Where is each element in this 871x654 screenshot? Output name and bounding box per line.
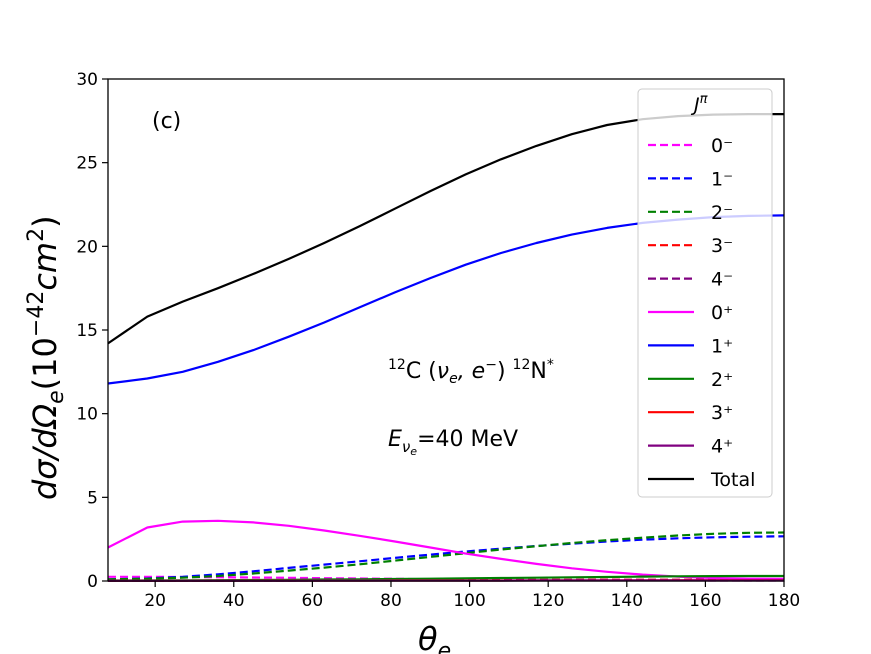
legend-label: 2⁻ xyxy=(711,202,733,224)
legend-label: 4⁻ xyxy=(711,269,733,291)
legend-label: 0⁻ xyxy=(711,135,733,157)
legend: Jπ 0⁻ 1⁻ 2⁻ 3⁻ 4⁻ 0⁺ 1⁺ 2⁺ 3⁺ 4⁺ Total xyxy=(637,88,773,498)
legend-title-sup: π xyxy=(700,92,708,107)
legend-entries: 0⁻ 1⁻ 2⁻ 3⁻ 4⁻ 0⁺ 1⁺ 2⁺ 3⁺ 4⁺ Total xyxy=(648,135,755,491)
y-tick-label: 10 xyxy=(76,405,98,425)
reaction-minus: − xyxy=(485,357,497,373)
y-tick-label: 20 xyxy=(76,237,98,257)
legend-label: 1⁻ xyxy=(711,168,733,190)
y-tick-label: 15 xyxy=(76,321,98,341)
legend-title: Jπ xyxy=(690,92,708,116)
series-line-2 xyxy=(107,531,785,581)
y-axis-units-exp2: 2 xyxy=(24,228,49,242)
x-tick-label: 140 xyxy=(611,591,643,611)
legend-label: 3⁺ xyxy=(711,402,733,424)
reaction-close: ) xyxy=(497,359,513,384)
y-axis-title: dσ/dΩe(10−42cm2) xyxy=(24,215,69,500)
x-tick-label: 160 xyxy=(689,591,721,611)
y-tick-label: 30 xyxy=(76,70,98,90)
reaction-sep: , e xyxy=(458,359,486,384)
y-tick-label: 25 xyxy=(76,154,98,174)
y-axis-sub: e xyxy=(44,390,69,404)
x-axis-theta: θ xyxy=(418,620,438,654)
energy-annotation: Eνe=40 MeV xyxy=(388,427,518,458)
x-tick-label: 100 xyxy=(453,591,485,611)
reaction-annotation: 12C (νe, e−) 12N* xyxy=(388,357,554,387)
reaction-n: N xyxy=(530,359,546,384)
x-tick-label: 80 xyxy=(380,591,402,611)
series-line-5 xyxy=(107,519,785,580)
energy-e: E xyxy=(388,427,402,452)
x-axis-sub: e xyxy=(438,639,452,654)
y-axis-dsigma: dσ/dΩ xyxy=(26,403,64,500)
reaction-star: * xyxy=(547,357,554,373)
panel-label: (c) xyxy=(152,109,181,134)
legend-label: 3⁻ xyxy=(711,235,733,257)
legend-title-j: J xyxy=(690,94,700,116)
y-tick-label: 5 xyxy=(87,488,98,508)
legend-label: 2⁺ xyxy=(711,369,733,391)
y-axis-units-mid: cm xyxy=(26,242,64,291)
y-axis-units-post: ) xyxy=(26,215,64,227)
reaction-nu-sub: e xyxy=(449,371,458,387)
series-line-1 xyxy=(107,535,785,581)
x-tick-label: 40 xyxy=(223,591,245,611)
x-tick-label: 120 xyxy=(532,591,564,611)
legend-label: 1⁺ xyxy=(711,335,733,357)
series-lines xyxy=(107,112,785,582)
reaction-c: C ( xyxy=(406,359,437,384)
reaction-sup-12n: 12 xyxy=(513,357,531,373)
reaction-nu: ν xyxy=(437,359,449,384)
legend-label: Total xyxy=(710,469,755,491)
legend-label: 4⁺ xyxy=(711,436,733,458)
energy-nu-sub: e xyxy=(410,445,417,458)
x-axis: 20 40 60 80 100 120 140 160 180 xyxy=(144,581,800,611)
legend-box xyxy=(637,88,773,498)
x-tick-label: 180 xyxy=(768,591,800,611)
legend-label: 0⁺ xyxy=(711,302,733,324)
y-axis-units-pre: (10 xyxy=(26,337,64,390)
x-axis-title: θe xyxy=(418,620,451,654)
energy-nu: ν xyxy=(402,438,410,456)
y-axis-units-exp: −42 xyxy=(24,291,49,337)
y-axis: 0 5 10 15 20 25 30 xyxy=(76,70,108,592)
energy-value: =40 MeV xyxy=(417,427,518,452)
x-tick-label: 60 xyxy=(302,591,324,611)
x-tick-label: 20 xyxy=(144,591,166,611)
reaction-sup-12c: 12 xyxy=(388,357,406,373)
y-tick-label: 0 xyxy=(87,572,98,592)
